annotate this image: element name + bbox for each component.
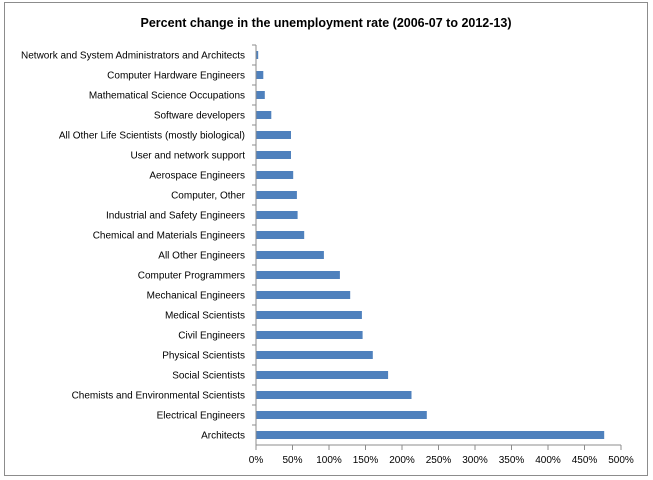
category-label: Aerospace Engineers [149,171,245,182]
category-label: Mechanical Engineers [147,291,245,302]
bar [256,391,412,399]
x-tick-label: 250% [426,455,452,466]
bar [256,411,427,419]
bar [256,331,363,339]
x-tick-label: 350% [499,455,525,466]
x-tick-label: 500% [608,455,634,466]
category-label: Network and System Administrators and Ar… [21,51,245,62]
category-label: Architects [201,431,245,442]
bars-layer [256,51,605,439]
bar [256,191,297,199]
category-label: Industrial and Safety Engineers [106,211,245,222]
bar [256,151,291,159]
chart-title: Percent change in the unemployment rate … [141,16,512,30]
bar [256,171,294,179]
bar [256,51,259,59]
bar [256,311,362,319]
bar [256,251,324,259]
bar [256,231,305,239]
bar [256,271,340,279]
bar [256,431,605,439]
category-label: Medical Scientists [165,311,245,322]
category-label: Civil Engineers [178,331,245,342]
category-label: Computer Hardware Engineers [107,71,245,82]
bar [256,371,389,379]
x-tick-label: 400% [535,455,561,466]
category-label: Chemists and Environmental Scientists [72,391,245,402]
x-tick-label: 150% [353,455,379,466]
category-label: All Other Life Scientists (mostly biolog… [59,131,245,142]
category-label: Computer, Other [171,191,246,202]
category-label: Software developers [154,111,245,122]
bar [256,111,272,119]
category-label: Computer Programmers [138,271,245,282]
category-label: User and network support [130,151,245,162]
x-tick-label: 50% [282,455,302,466]
category-label: All Other Engineers [158,251,245,262]
category-label: Physical Scientists [162,351,245,362]
bar [256,351,373,359]
category-label: Electrical Engineers [157,411,245,422]
x-tick-label: 450% [572,455,598,466]
bar [256,291,351,299]
category-label: Social Scientists [172,371,245,382]
x-axis: 0% 50% 100% 150% 200% 250% 300% 350% 400% 450% 500… [249,44,634,466]
category-label: Chemical and Materials Engineers [93,231,245,242]
x-tick-label: 0% [249,455,264,466]
bar [256,131,291,139]
bar [256,91,265,99]
category-label: Mathematical Science Occupations [89,91,245,102]
bar [256,71,264,79]
x-tick-label: 100% [316,455,342,466]
x-tick-label: 200% [389,455,415,466]
x-tick-label: 300% [462,455,488,466]
category-labels: Network and System Administrators and Ar… [21,51,246,442]
bar [256,211,298,219]
